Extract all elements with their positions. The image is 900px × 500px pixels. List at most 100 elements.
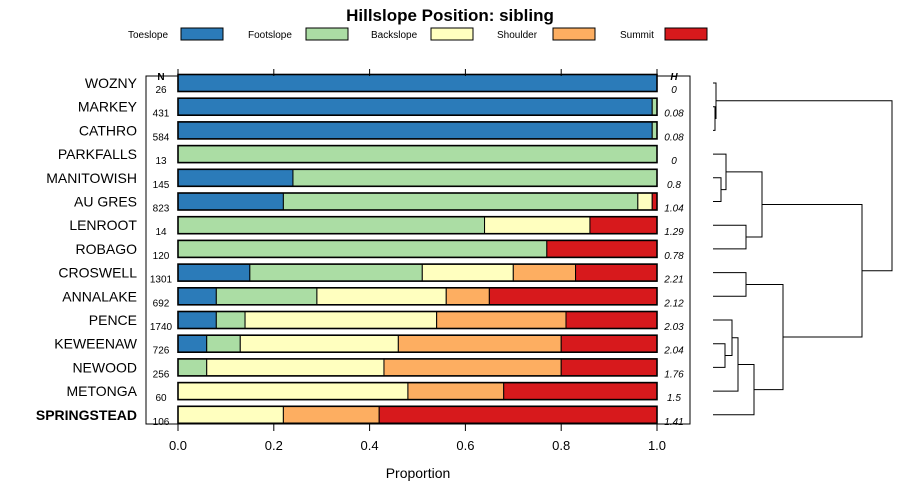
bar-row: KEWEENAW 726 2.04 [54, 334, 684, 357]
bar-outline [177, 97, 658, 116]
bar-segment-summit [565, 311, 658, 329]
bar-segment-footslope [215, 287, 318, 306]
bar-segment-backslope [177, 382, 409, 401]
bar-outline [177, 286, 658, 306]
bar-segment-toeslope [177, 97, 653, 116]
dendrogram-link [713, 106, 716, 131]
row-label: ROBAGO [76, 241, 138, 257]
dendrogram-link [713, 153, 727, 191]
bar-outline [177, 310, 658, 330]
h-value: 0.8 [667, 180, 681, 191]
row-label: METONGA [66, 383, 137, 399]
row-label: CROSWELL [58, 265, 137, 281]
bar-segment-backslope [177, 405, 284, 424]
legend-swatch-summit [664, 27, 708, 41]
n-column-header: N [157, 72, 164, 83]
legend-label-summit: Summit [620, 30, 654, 41]
bar-row: NEWOOD 256 1.76 [72, 358, 684, 380]
bar-segment-backslope [316, 287, 447, 306]
dendrogram-link [713, 177, 722, 202]
h-column-header: H [670, 72, 678, 83]
bar-segment-toeslope [177, 121, 653, 140]
bar-outline [177, 405, 658, 425]
bar-segment-toeslope [177, 287, 217, 306]
x-tick-label: 0.2 [265, 438, 283, 453]
bar-outline [177, 144, 658, 164]
bar-segment-footslope [249, 263, 423, 282]
bar-row: LENROOT 14 1.29 [69, 215, 684, 238]
legend-swatch-backslope [430, 27, 474, 41]
bar-segment-footslope [177, 216, 486, 235]
bar-segment-summit [488, 287, 658, 306]
n-count: 1301 [150, 275, 173, 286]
h-value: 1.76 [664, 369, 684, 380]
h-value: 2.21 [663, 275, 683, 286]
bar-segment-backslope [239, 334, 399, 353]
h-value: 1.29 [664, 227, 684, 238]
bar-outline [177, 381, 658, 401]
row-label: ANNALAKE [62, 288, 137, 304]
n-count: 431 [153, 109, 170, 120]
bar-segment-shoulder [445, 287, 490, 306]
bar-row: AU GRES 823 1.04 [74, 192, 684, 215]
n-count: 106 [153, 417, 170, 428]
bar-segment-footslope [206, 334, 241, 353]
n-count: 726 [153, 346, 170, 357]
n-count: 13 [155, 156, 167, 167]
bar-row: CROSWELL 1301 2.21 [58, 263, 684, 286]
dendrogram-link [713, 224, 747, 250]
bar-segment-backslope [244, 311, 438, 329]
n-count: 584 [153, 132, 170, 143]
row-label: NEWOOD [72, 359, 137, 375]
bar-segment-footslope [177, 145, 658, 164]
x-tick-label: 1.0 [648, 438, 666, 453]
x-axis-title: Proportion [386, 465, 451, 481]
h-value: 0.08 [664, 132, 684, 143]
bar-outline [177, 239, 658, 259]
bar-segment-shoulder [512, 263, 577, 282]
n-count: 26 [155, 85, 167, 96]
row-label: PARKFALLS [58, 146, 137, 162]
dendrogram [713, 82, 893, 416]
bar-segment-shoulder [397, 334, 562, 353]
x-tick-label: 0.6 [456, 438, 474, 453]
bar-segment-toeslope [177, 74, 658, 92]
bar-segment-summit [503, 382, 658, 401]
bar-segment-footslope [215, 311, 246, 329]
bar-segment-summit [546, 239, 658, 258]
dendrogram-link [762, 203, 863, 338]
bar-row: PENCE 1740 2.03 [89, 310, 684, 333]
h-value: 2.03 [663, 322, 684, 333]
row-label: LENROOT [69, 217, 137, 233]
bar-segment-footslope [177, 239, 548, 258]
x-tick-label: 0.0 [169, 438, 187, 453]
bar-row: CATHRO 584 0.08 [79, 121, 684, 143]
n-count: 145 [153, 180, 170, 191]
bar-segment-backslope [206, 358, 385, 377]
legend-label-shoulder: Shoulder [497, 30, 538, 41]
dendrogram-link [713, 343, 726, 368]
bar-outline [177, 215, 658, 235]
bar-outline [177, 192, 658, 211]
h-value: 2.04 [663, 346, 684, 357]
h-value: 0.78 [664, 251, 684, 262]
dendrogram-link [726, 171, 763, 238]
row-label: CATHRO [79, 122, 137, 138]
legend-swatch-footslope [305, 27, 349, 41]
n-count: 120 [153, 251, 170, 262]
bar-row: WOZNY 26 0 [85, 73, 677, 96]
bar-outline [177, 73, 658, 93]
chart-title: Hillslope Position: sibling [346, 6, 554, 25]
dendrogram-link [746, 283, 784, 391]
n-count: 1740 [150, 322, 173, 333]
x-tick-label: 0.4 [361, 438, 379, 453]
bar-outline [177, 263, 658, 282]
bar-row: MANITOWISH 145 0.8 [46, 168, 681, 191]
bar-segment-backslope [484, 216, 591, 235]
bar-segment-toeslope [177, 311, 217, 329]
row-label: MARKEY [78, 99, 138, 115]
legend-label-toeslope: Toeslope [128, 30, 168, 41]
bar-segment-summit [378, 405, 658, 424]
n-count: 60 [155, 393, 167, 404]
